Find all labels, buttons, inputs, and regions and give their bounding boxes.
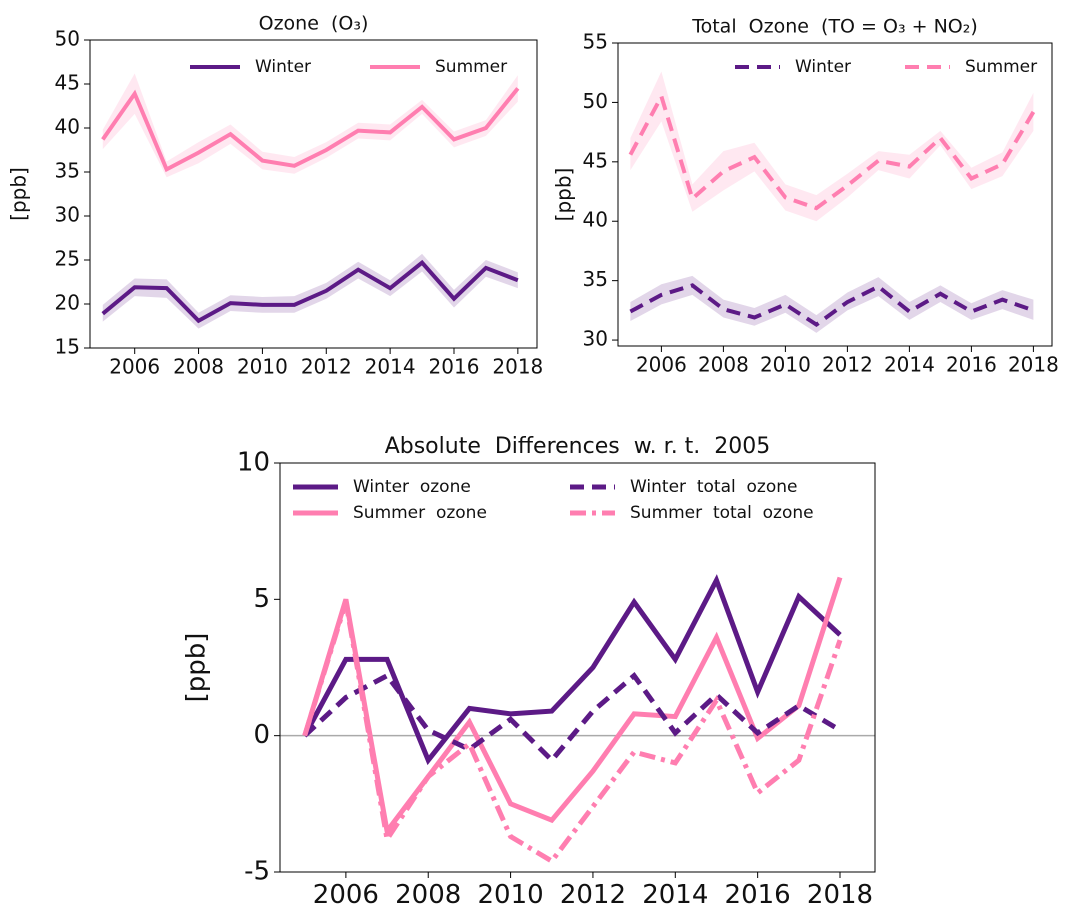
- data-line: [629, 283, 1035, 328]
- y-tick-label: 30: [55, 203, 80, 227]
- y-tick-label: 35: [583, 267, 608, 291]
- data-line: [302, 576, 843, 838]
- y-axis-label: [ppb]: [182, 633, 212, 703]
- x-tick-label: 2012: [560, 880, 626, 910]
- data-line: [303, 672, 842, 764]
- y-tick-label: 50: [55, 27, 80, 51]
- y-tick-label: 40: [55, 115, 80, 139]
- x-tick-label: 2008: [173, 355, 224, 379]
- y-tick-label: 45: [583, 148, 608, 172]
- x-tick-label: 2012: [822, 353, 873, 377]
- x-tick-label: 2006: [636, 353, 687, 377]
- y-tick-label: 45: [55, 71, 80, 95]
- chart-title: Total Ozone (TO = O₃ + NO₂): [691, 16, 978, 38]
- x-tick-label: 2014: [884, 353, 935, 377]
- chart-title: Absolute Differences w. r. t. 2005: [385, 434, 771, 459]
- x-tick-label: 2010: [237, 355, 288, 379]
- x-tick-label: 2010: [760, 353, 811, 377]
- confidence-band: [630, 71, 1034, 222]
- y-tick-label: 5: [253, 584, 270, 614]
- legend-label: Summer: [435, 57, 507, 77]
- x-tick-label: 2006: [313, 880, 379, 910]
- y-axis-label: [ppb]: [552, 168, 576, 222]
- y-tick-label: 50: [583, 89, 608, 113]
- legend-label: Summer total ozone: [630, 503, 814, 523]
- y-tick-label: 30: [583, 327, 608, 351]
- x-tick-label: 2010: [478, 880, 544, 910]
- legend-label: Summer: [965, 57, 1037, 77]
- legend-label: Winter ozone: [353, 477, 471, 497]
- y-tick-label: 15: [55, 335, 80, 359]
- y-tick-label: 35: [55, 159, 80, 183]
- x-tick-label: 2006: [109, 355, 160, 379]
- x-tick-label: 2016: [429, 355, 480, 379]
- data-line: [101, 259, 519, 324]
- data-line: [302, 601, 843, 865]
- x-tick-label: 2014: [365, 355, 416, 379]
- legend-label: Winter: [795, 57, 851, 77]
- y-tick-label: 10: [237, 448, 270, 478]
- plot-frame: [279, 462, 876, 873]
- x-tick-label: 2016: [946, 353, 997, 377]
- x-tick-label: 2016: [725, 880, 791, 910]
- confidence-band: [630, 275, 1034, 333]
- y-tick-label: 40: [583, 208, 608, 232]
- x-tick-label: 2008: [698, 353, 749, 377]
- legend-label: Winter: [255, 57, 311, 77]
- plot-frame: [617, 42, 1053, 347]
- x-tick-label: 2018: [492, 355, 543, 379]
- y-axis-label: [ppb]: [7, 167, 31, 221]
- x-tick-label: 2012: [301, 355, 352, 379]
- y-tick-label: 0: [253, 720, 270, 750]
- x-tick-label: 2014: [642, 880, 708, 910]
- confidence-band: [102, 253, 518, 329]
- plot-frame: [89, 39, 538, 349]
- y-tick-label: 20: [55, 291, 80, 315]
- chart-title: Ozone (O₃): [259, 13, 369, 35]
- data-line: [101, 87, 520, 173]
- y-tick-label: 55: [583, 30, 608, 54]
- data-line: [302, 574, 842, 766]
- x-tick-label: 2008: [395, 880, 461, 910]
- y-tick-label: 25: [55, 247, 80, 271]
- legend-label: Summer ozone: [353, 503, 487, 523]
- data-line: [628, 91, 1036, 211]
- confidence-band: [102, 73, 518, 178]
- y-tick-label: -5: [244, 857, 270, 887]
- x-tick-label: 2018: [807, 880, 873, 910]
- x-tick-label: 2018: [1008, 353, 1059, 377]
- legend-label: Winter total ozone: [630, 477, 798, 497]
